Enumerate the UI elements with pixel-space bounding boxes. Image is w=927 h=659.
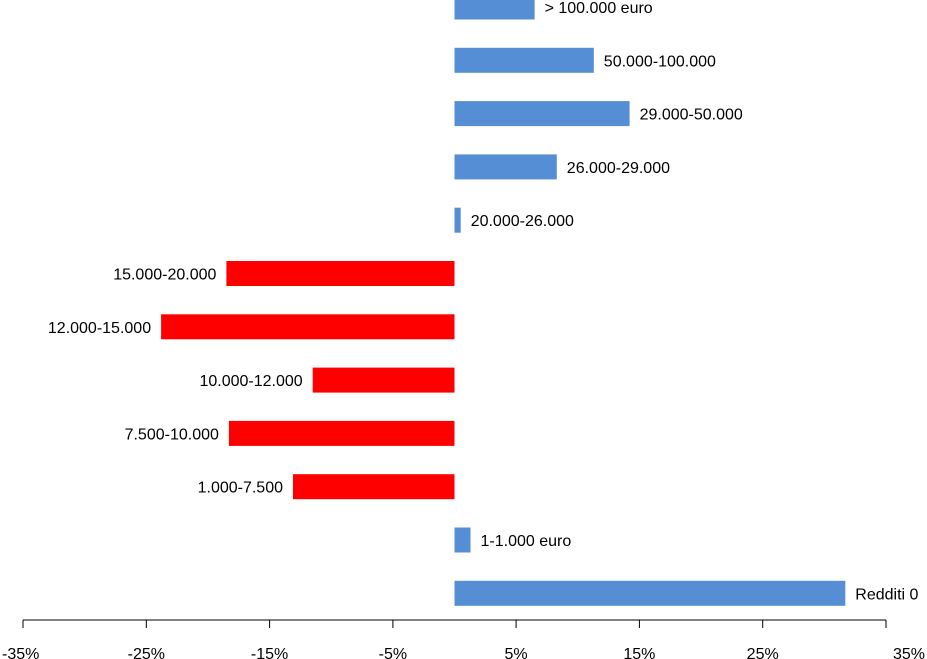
x-tick-label-1: -35%: [2, 646, 39, 659]
bar-label-5: 20.000-26.000: [471, 213, 574, 230]
bar-label-7: 12.000-15.000: [48, 320, 151, 337]
bar-label-3: 29.000-50.000: [640, 107, 743, 124]
bar-label-10: 1.000-7.500: [198, 480, 284, 497]
bar-labels-group: > 100.000 euro 50.000-100.000 29.000-50.00…: [48, 0, 919, 603]
bar-label-2: 50.000-100.000: [604, 53, 716, 70]
x-tick-label-3: -15%: [251, 646, 288, 659]
bar-7: [161, 314, 455, 340]
x-axis: -35% -25% -15% -5% 5% 15% 25% 35%: [2, 619, 925, 659]
bar-8: [312, 367, 455, 393]
x-tick-label-7: 25%: [747, 646, 779, 659]
x-tick-label-6: 15%: [623, 646, 655, 659]
bar-4: [454, 154, 557, 180]
bar-label-4: 26.000-29.000: [567, 160, 670, 177]
x-tick-label-4: -5%: [379, 646, 407, 659]
bar-12: [454, 580, 846, 606]
bar-2: [454, 47, 594, 73]
bar-label-1: > 100.000 euro: [545, 0, 653, 17]
bar-11: [454, 527, 471, 553]
bar-3: [454, 101, 630, 127]
bars-group: [161, 0, 846, 606]
bar-9: [228, 420, 455, 446]
bar-label-9: 7.500-10.000: [125, 426, 219, 443]
bar-6: [226, 261, 455, 286]
bar-label-6: 15.000-20.000: [113, 267, 216, 284]
bar-1: [454, 0, 535, 20]
bar-5: [454, 207, 461, 233]
bar-10: [293, 474, 455, 500]
bar-label-8: 10.000-12.000: [199, 373, 302, 390]
bar-label-12: Redditi 0: [855, 586, 918, 603]
x-tick-label-8: 35%: [893, 646, 925, 659]
bar-label-11: 1-1.000 euro: [481, 533, 572, 550]
x-tick-label-2: -25%: [128, 646, 165, 659]
x-tick-label-5: 5%: [505, 646, 528, 659]
